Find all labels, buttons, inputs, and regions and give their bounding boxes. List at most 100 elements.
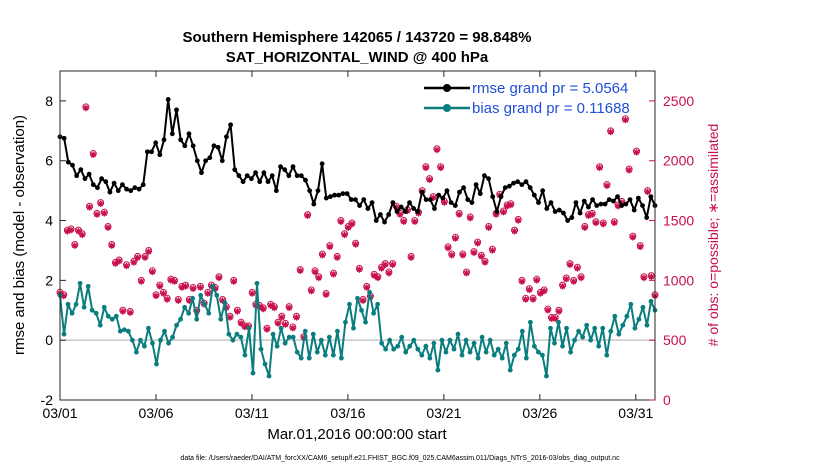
rmse-point bbox=[90, 182, 96, 188]
bias-point bbox=[302, 328, 308, 334]
rmse-point bbox=[261, 170, 267, 176]
obs-assimilated-point bbox=[304, 212, 311, 219]
bias-point bbox=[150, 340, 155, 346]
obs-count-layer bbox=[56, 103, 659, 341]
bias-point bbox=[483, 349, 489, 355]
bias-point bbox=[101, 304, 107, 310]
obs-assimilated-point bbox=[363, 284, 370, 291]
obs-assimilated-point bbox=[311, 268, 319, 276]
obs-assimilated-point bbox=[452, 235, 459, 242]
x-axis-label: Mar.01,2016 00:00:00 start bbox=[267, 426, 447, 443]
bias-point bbox=[379, 340, 385, 346]
bias-point bbox=[387, 337, 393, 343]
obs-assimilated-point bbox=[108, 242, 115, 249]
rmse-point bbox=[494, 209, 500, 214]
obs-assimilated-point bbox=[459, 252, 467, 259]
rmse-point bbox=[536, 200, 541, 206]
obs-assimilated-point bbox=[123, 262, 130, 270]
rmse-point bbox=[648, 194, 654, 200]
obs-assimilated-point bbox=[330, 271, 337, 278]
bias-point bbox=[588, 337, 594, 343]
obs-assimilated-point bbox=[382, 261, 389, 269]
bias-point bbox=[540, 352, 545, 358]
obs-assimilated-point bbox=[156, 283, 163, 290]
rmse-point bbox=[598, 201, 604, 207]
obs-assimilated-point bbox=[603, 182, 611, 190]
bias-point bbox=[640, 304, 646, 310]
bias-point bbox=[383, 346, 389, 352]
rmse-point bbox=[244, 173, 250, 179]
bias-point bbox=[479, 334, 485, 340]
obs-assimilated-point bbox=[592, 219, 600, 227]
obs-assimilated-point bbox=[226, 314, 234, 321]
obs-assimilated-point bbox=[289, 325, 297, 332]
obs-assimilated-point bbox=[333, 254, 341, 261]
rmse-point bbox=[207, 155, 213, 161]
rmse-point bbox=[548, 200, 554, 206]
rmse-point bbox=[631, 207, 637, 213]
obs-assimilated-point bbox=[426, 176, 433, 184]
bias-point bbox=[270, 331, 276, 337]
bias-point bbox=[459, 352, 465, 358]
bias-point bbox=[318, 337, 324, 343]
bias-point bbox=[644, 322, 650, 328]
rmse-point bbox=[194, 158, 200, 164]
bias-point bbox=[246, 325, 252, 331]
rmse-point bbox=[215, 144, 221, 150]
bias-point bbox=[375, 301, 381, 307]
rmse-point bbox=[369, 200, 375, 206]
y-tick-label: 8 bbox=[45, 93, 53, 109]
rmse-point bbox=[144, 149, 150, 155]
obs-assimilated-point bbox=[149, 268, 156, 276]
bias-point bbox=[258, 346, 264, 352]
bias-point bbox=[182, 304, 188, 310]
bias-point bbox=[628, 301, 634, 307]
bias-point bbox=[499, 355, 505, 361]
bias-point bbox=[117, 328, 123, 334]
obs-assimilated-point bbox=[433, 146, 441, 154]
obs-assimilated-point bbox=[141, 254, 149, 261]
obs-assimilated-point bbox=[359, 297, 367, 304]
obs-assimilated-point bbox=[444, 244, 452, 252]
bias-point bbox=[395, 343, 401, 349]
rmse-series-layer bbox=[57, 97, 658, 225]
bias-point bbox=[548, 325, 553, 331]
obs-assimilated-point bbox=[82, 104, 90, 112]
bias-point bbox=[194, 316, 200, 322]
bias-point bbox=[351, 325, 356, 331]
bias-point bbox=[206, 310, 212, 316]
obs-assimilated-point bbox=[522, 296, 529, 303]
rmse-point bbox=[606, 197, 612, 203]
bias-point bbox=[262, 361, 268, 367]
bias-point bbox=[523, 355, 529, 361]
obs-assimilated-point bbox=[455, 211, 463, 218]
bias-point bbox=[427, 355, 433, 361]
bias-point bbox=[210, 283, 216, 289]
obs-assimilated-point bbox=[570, 278, 577, 285]
bias-point bbox=[648, 298, 654, 304]
bias-point bbox=[572, 337, 577, 343]
y-tick-label: 4 bbox=[45, 213, 53, 229]
bias-point bbox=[186, 310, 192, 316]
rmse-point bbox=[357, 203, 362, 208]
rmse-point bbox=[236, 173, 242, 179]
rmse-point bbox=[153, 140, 159, 146]
rmse-point bbox=[361, 197, 367, 203]
rmse-point bbox=[432, 206, 437, 211]
rmse-point bbox=[178, 137, 184, 143]
rmse-point bbox=[519, 182, 525, 188]
bias-point bbox=[495, 346, 501, 352]
y-tick-label: 6 bbox=[45, 153, 53, 169]
bias-point bbox=[632, 325, 638, 331]
obs-assimilated-point bbox=[533, 277, 540, 284]
rmse-point bbox=[635, 195, 641, 201]
obs-assimilated-point bbox=[622, 116, 629, 124]
plot-border bbox=[59, 70, 656, 401]
y2-axis-label: # of obs: o=possible; ∗=assimilated bbox=[705, 124, 721, 347]
bias-point bbox=[407, 343, 413, 349]
rmse-point bbox=[111, 180, 117, 186]
rmse-point bbox=[623, 201, 629, 207]
bias-point bbox=[511, 352, 517, 358]
obs-assimilated-point bbox=[637, 243, 644, 251]
obs-assimilated-point bbox=[352, 241, 359, 248]
